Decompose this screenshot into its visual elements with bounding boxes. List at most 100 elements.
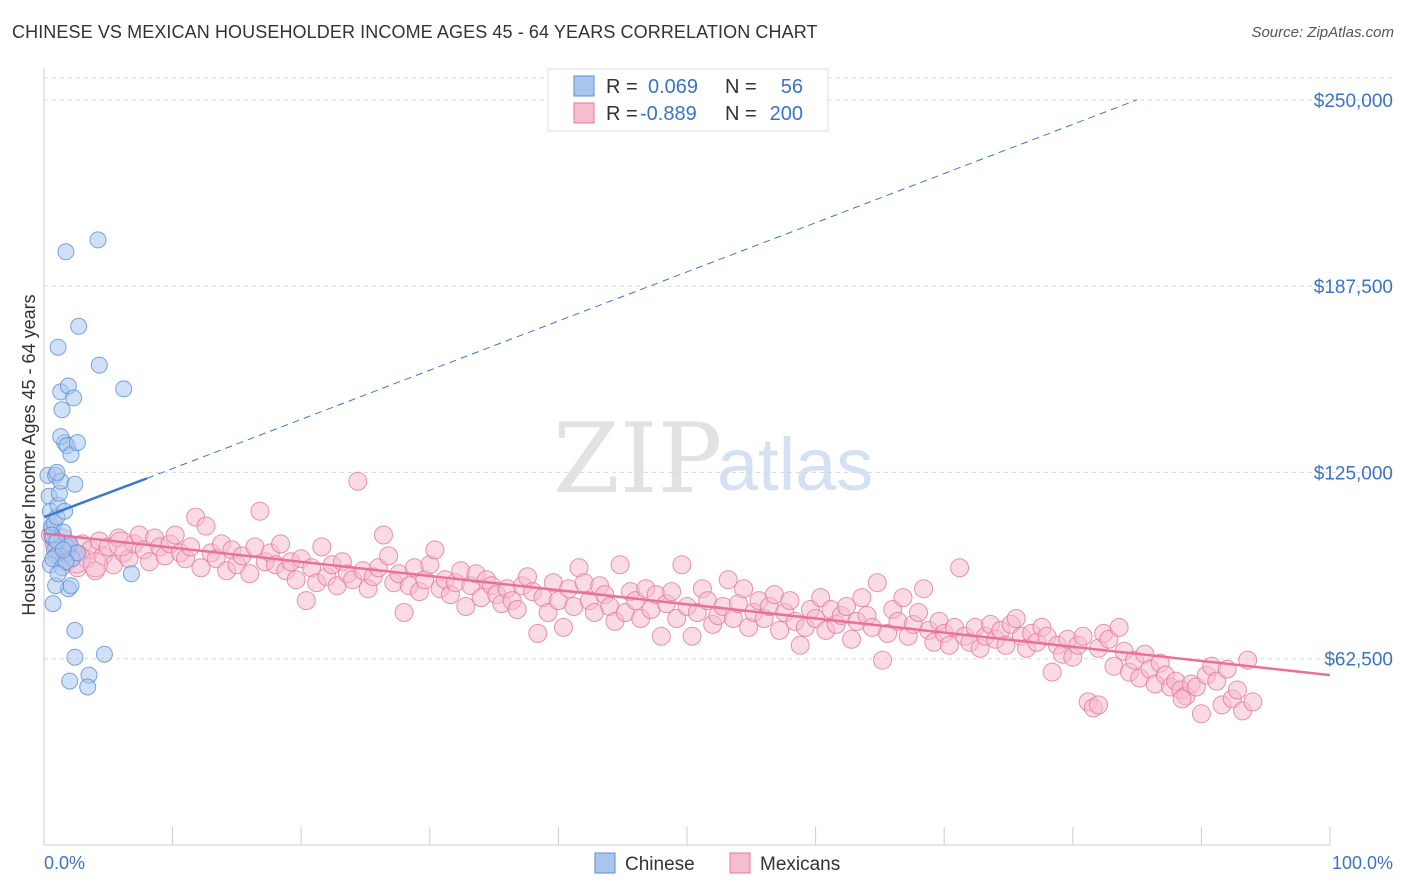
chinese-point-22 [66, 475, 84, 493]
trend-lines [43, 99, 1331, 677]
chinese-trend-extension [146, 99, 1138, 479]
chinese-point-29 [44, 595, 62, 613]
mexican-point-51 [286, 570, 306, 590]
mexican-point-84 [456, 597, 476, 616]
bottom-legend-swatch-mexicans [729, 852, 751, 874]
chinese-point-55 [54, 541, 72, 559]
mexican-trend-line [43, 532, 1331, 677]
mexican-point-239 [1172, 689, 1192, 709]
mexican-point-128 [682, 626, 702, 646]
chinese-point-41 [70, 317, 88, 335]
mexican-point-68 [374, 525, 393, 545]
mexican-point-204 [1073, 626, 1093, 646]
chinese-point-49 [79, 678, 97, 696]
y-axis-title: Householder Income Ages 45 - 64 years [19, 294, 39, 615]
legend-r-value-mexicans: -0.889 [640, 103, 697, 125]
mexican-point-107 [574, 573, 594, 593]
mexican-point-147 [780, 591, 800, 611]
mexican-point-34 [196, 516, 216, 536]
legend-swatch-mexicans [573, 102, 595, 124]
chinese-point-47 [66, 648, 84, 666]
chinese-point-27 [62, 577, 80, 595]
legend-box [547, 68, 829, 132]
mexican-point-180 [950, 558, 970, 578]
mexican-point-42 [240, 564, 260, 584]
chinese-point-16 [48, 463, 66, 481]
legend-n-value-mexicans: 200 [770, 103, 803, 125]
chinese-point-36 [53, 401, 71, 419]
axes [43, 68, 1331, 846]
legend-n-value-chinese: 56 [781, 76, 803, 98]
chinese-point-44 [57, 243, 75, 261]
mexican-point-122 [651, 626, 671, 646]
mexican-point-large-1 [82, 552, 108, 578]
mexican-point-173 [914, 579, 934, 599]
mexican-point-94 [507, 600, 527, 619]
mexican-point-159 [842, 629, 862, 649]
mexican-point-191 [1006, 609, 1026, 628]
mexican-point-63 [348, 471, 368, 491]
chinese-point-52 [122, 565, 140, 583]
legend: R = 0.069 N = 56 R = -0.889 N = 200 [547, 68, 829, 132]
chinese-point-35 [68, 434, 86, 452]
mexican-point-103 [554, 617, 573, 637]
mexican-point-48 [271, 534, 291, 554]
legend-n-label-mexicans: N = [725, 103, 757, 125]
legend-r-label-chinese: R = [606, 76, 638, 98]
mexican-point-44 [250, 501, 270, 521]
mexican-point-31 [181, 537, 201, 557]
legend-r-label-mexicans: R = [606, 103, 638, 125]
y-tick-label-1: $125,000 [1314, 463, 1393, 484]
mexican-point-165 [873, 650, 892, 670]
bottom-legend-label-chinese: Chinese [625, 854, 695, 875]
source-credit: Source: ZipAtlas.com [1251, 24, 1394, 41]
y-tick-labels: $62,500 $125,000 $187,500 $250,000 [1314, 91, 1393, 671]
mexican-point-114 [610, 555, 630, 575]
chinese-point-42 [90, 356, 108, 374]
chinese-point-30 [49, 565, 67, 583]
mexican-point-12 [85, 561, 105, 581]
mexican-point-145 [770, 620, 790, 640]
mexican-point-211 [1109, 617, 1129, 637]
mexican-point-72 [394, 603, 414, 622]
chinese-points [39, 231, 140, 696]
mexican-point-149 [790, 635, 810, 655]
mexican-point-158 [837, 597, 856, 616]
watermark-zip: ZIP [553, 403, 722, 515]
mexican-point-78 [425, 540, 445, 560]
mexican-point-237 [1243, 692, 1263, 712]
bottom-legend-label-mexicans: Mexicans [760, 854, 840, 875]
mexican-point-138 [734, 579, 754, 599]
mexican-point-135 [718, 570, 738, 590]
legend-swatch-chinese [573, 75, 595, 97]
bottom-legend: Chinese Mexicans [594, 852, 840, 875]
mexican-point-161 [852, 588, 872, 608]
mexican-point-238 [1089, 695, 1108, 715]
chinese-point-50 [61, 672, 79, 690]
mexican-point-169 [893, 588, 913, 608]
chinese-trend-line [43, 477, 148, 519]
mexican-point-172 [909, 603, 928, 622]
mexican-point-28 [165, 525, 185, 545]
mexican-point-53 [296, 591, 316, 611]
x-tick-label-min: 0.0% [44, 853, 85, 873]
chinese-point-51 [95, 645, 113, 663]
y-tick-label-0: $62,500 [1324, 650, 1393, 671]
mexican-point-56 [312, 537, 332, 557]
chinese-point-39 [65, 389, 83, 407]
mexican-point-178 [939, 635, 959, 655]
legend-n-label-chinese: N = [725, 76, 757, 98]
chinese-point-43 [115, 380, 133, 398]
y-tick-label-3: $250,000 [1314, 91, 1393, 112]
chinese-point-46 [66, 621, 84, 639]
y-tick-label-2: $187,500 [1314, 277, 1393, 298]
mexican-point-126 [672, 555, 692, 575]
mexican-point-98 [528, 623, 548, 643]
chinese-point-40 [49, 338, 67, 356]
watermark-atlas: atlas [717, 423, 873, 506]
chart-title: CHINESE VS MEXICAN HOUSEHOLDER INCOME AG… [12, 22, 818, 42]
mexican-point-69 [379, 546, 399, 566]
mexican-point-234 [1227, 680, 1247, 700]
legend-r-value-chinese: 0.069 [648, 76, 698, 98]
